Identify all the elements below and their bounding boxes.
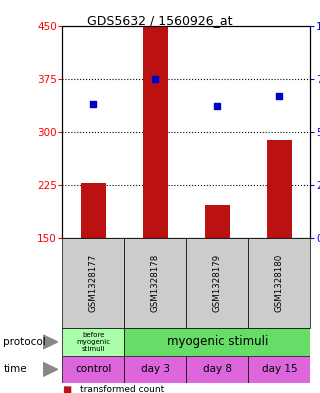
Bar xyxy=(186,238,248,328)
Point xyxy=(91,101,96,107)
Bar xyxy=(143,26,168,238)
Text: GDS5632 / 1560926_at: GDS5632 / 1560926_at xyxy=(87,14,233,27)
Bar xyxy=(81,183,106,238)
Text: day 3: day 3 xyxy=(141,364,170,375)
Text: transformed count: transformed count xyxy=(80,385,164,393)
Text: protocol: protocol xyxy=(3,337,46,347)
Text: GSM1328180: GSM1328180 xyxy=(275,254,284,312)
Text: GSM1328178: GSM1328178 xyxy=(151,254,160,312)
Text: myogenic stimuli: myogenic stimuli xyxy=(167,335,268,349)
Polygon shape xyxy=(43,362,58,376)
Point xyxy=(153,75,158,82)
Point xyxy=(215,103,220,109)
Text: GSM1328177: GSM1328177 xyxy=(89,254,98,312)
Bar xyxy=(267,140,292,238)
Bar xyxy=(186,356,248,383)
Bar xyxy=(62,238,124,328)
Bar xyxy=(205,204,230,238)
Bar xyxy=(248,238,310,328)
Text: ■: ■ xyxy=(62,385,72,393)
Text: day 15: day 15 xyxy=(261,364,297,375)
Bar xyxy=(124,328,310,356)
Text: day 8: day 8 xyxy=(203,364,232,375)
Text: GSM1328179: GSM1328179 xyxy=(213,254,222,312)
Bar xyxy=(62,328,124,356)
Text: time: time xyxy=(3,364,27,375)
Bar xyxy=(248,356,310,383)
Text: control: control xyxy=(75,364,112,375)
Text: before
myogenic
stimuli: before myogenic stimuli xyxy=(76,332,110,352)
Bar xyxy=(62,356,124,383)
Bar xyxy=(124,356,186,383)
Bar xyxy=(124,238,186,328)
Polygon shape xyxy=(43,335,58,349)
Point xyxy=(277,92,282,99)
